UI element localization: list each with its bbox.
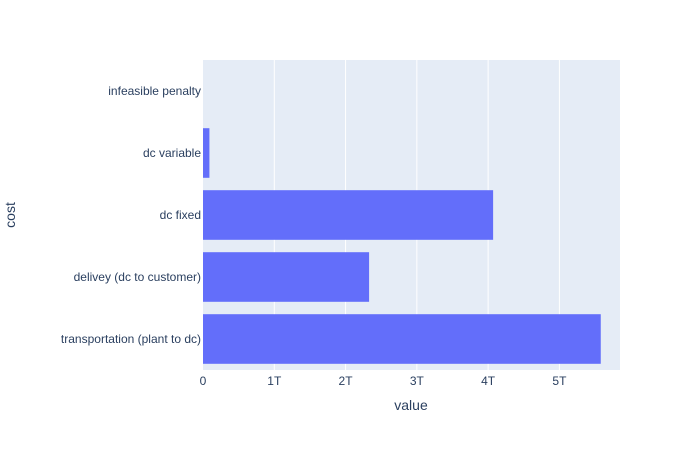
x-tick-label: 2T xyxy=(339,374,354,388)
y-tick-labels: transportation (plant to dc) delivey (dc … xyxy=(61,84,201,346)
y-axis-title: cost xyxy=(2,202,18,228)
y-tick-label: transportation (plant to dc) xyxy=(61,332,201,346)
x-axis-title: value xyxy=(394,397,428,413)
x-tick-label: 0 xyxy=(200,374,207,388)
bar xyxy=(203,190,494,240)
bar xyxy=(203,252,370,302)
bar xyxy=(203,314,601,364)
x-tick-label: 1T xyxy=(267,374,282,388)
x-tick-label: 5T xyxy=(552,374,567,388)
y-tick-label: dc fixed xyxy=(160,208,201,222)
bar xyxy=(203,128,210,178)
y-tick-label: infeasible penalty xyxy=(108,84,201,98)
y-tick-label: delivey (dc to customer) xyxy=(74,270,201,284)
x-tick-labels: 0 1T 2T 3T 4T 5T xyxy=(200,374,567,388)
x-tick-label: 4T xyxy=(481,374,496,388)
x-tick-label: 3T xyxy=(410,374,425,388)
y-tick-label: dc variable xyxy=(143,146,201,160)
bars xyxy=(203,128,601,364)
